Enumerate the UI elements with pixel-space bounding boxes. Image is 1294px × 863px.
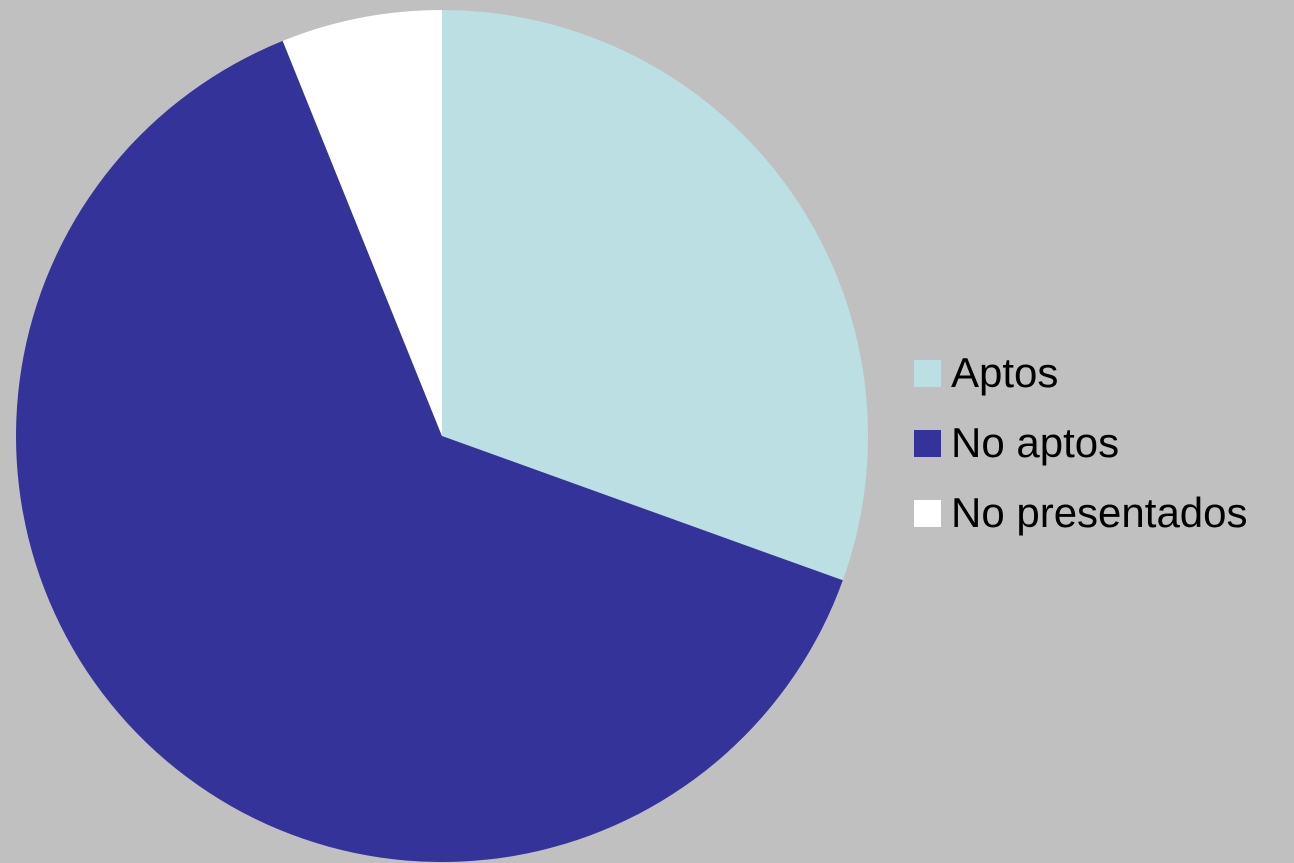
pie-slice-aptos [442,10,869,581]
legend-swatch-no-aptos [914,429,941,457]
legend-item-no-aptos: No aptos [914,408,1248,478]
pie-slice-no-presentados [282,10,442,436]
legend-item-no-presentados: No presentados [914,478,1248,548]
legend-label-no-presentados: No presentados [951,489,1248,536]
pie-slice-no-aptos [16,40,843,862]
legend-label-aptos: Aptos [951,349,1059,396]
legend-swatch-no-presentados [914,499,941,527]
legend-swatch-aptos [914,359,941,387]
legend-item-aptos: Aptos [914,338,1248,408]
legend-label-no-aptos: No aptos [951,419,1120,466]
legend: Aptos No aptos No presentados [914,338,1248,548]
